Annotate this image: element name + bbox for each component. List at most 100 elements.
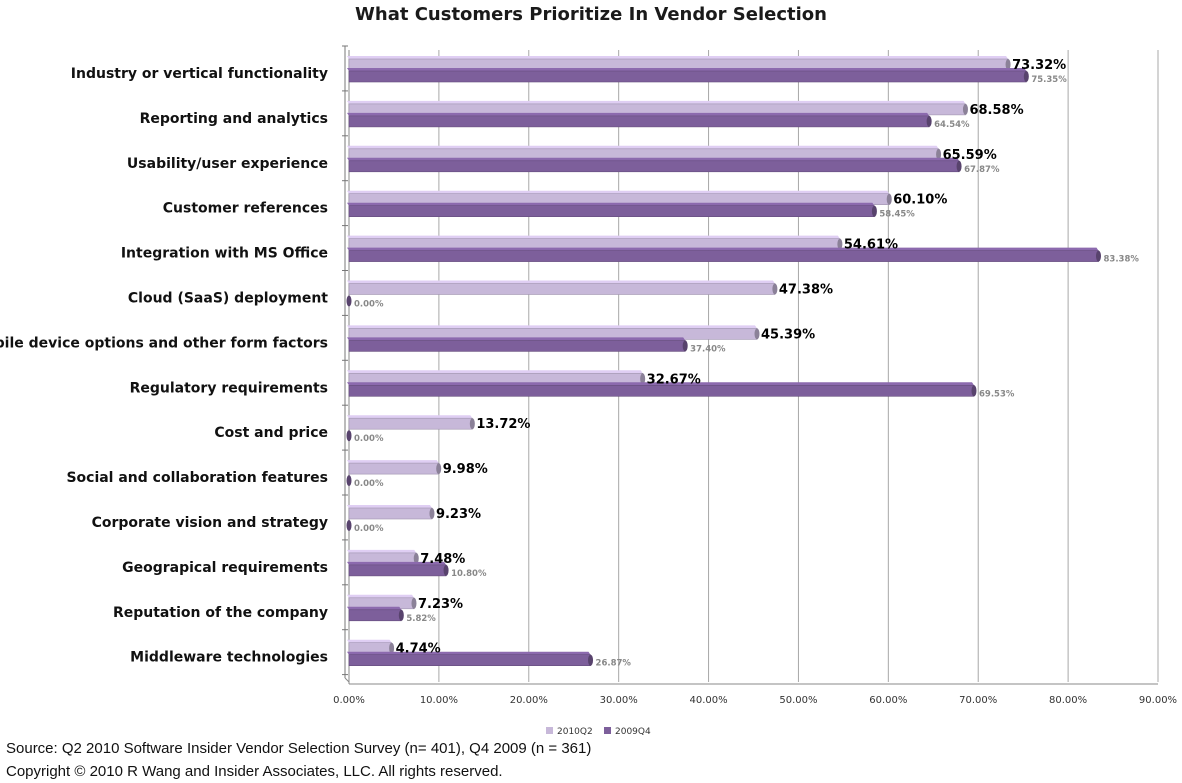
category-label: Corporate vision and strategy: [92, 515, 328, 531]
bar-2010Q2-top: [347, 145, 939, 149]
bar-2010Q2-top: [347, 235, 840, 239]
bar-2010Q2-top: [347, 325, 758, 329]
bar-2009Q4: [348, 160, 960, 173]
bar-2010Q2-cap: [389, 642, 395, 654]
data-label-2009Q4: 64.54%: [934, 120, 970, 130]
x-tick-label: 90.00%: [1139, 695, 1177, 706]
bar-2010Q2-top: [347, 190, 890, 194]
data-label-2010Q2: 65.59%: [943, 148, 997, 163]
bar-2009Q4-top: [347, 337, 686, 341]
bar-2009Q4-top: [347, 651, 591, 655]
bar-2009Q4-cap: [398, 609, 404, 621]
x-tick-label: 20.00%: [510, 695, 548, 706]
x-tick-label: 60.00%: [869, 695, 907, 706]
x-tick-label: 50.00%: [779, 695, 817, 706]
x-tick-label: 70.00%: [959, 695, 997, 706]
bar-2010Q2-cap: [886, 193, 892, 205]
bar-chart: Industry or vertical functionality Report…: [0, 45, 1177, 735]
bar-2009Q4: [348, 340, 686, 352]
data-label-2009Q4: 0.00%: [354, 300, 384, 310]
category-labels: Industry or vertical functionality Report…: [0, 66, 328, 666]
data-label-2009Q4: 67.87%: [964, 165, 1000, 175]
legend-swatch-2010Q2: [546, 727, 553, 734]
axes: [342, 45, 1158, 685]
x-tick-labels: 0.00% 10.00% 20.00% 30.00% 40.00% 50.00% 60.00…: [333, 695, 1177, 706]
bar-2009Q4: [348, 70, 1027, 83]
bar-2009Q4-top: [347, 157, 960, 161]
data-label-2009Q4: 75.35%: [1031, 75, 1067, 85]
data-label-2009Q4: 10.80%: [451, 569, 487, 579]
bar-2010Q2-top: [347, 505, 432, 508]
data-label-2010Q2: 7.48%: [420, 552, 465, 567]
bar-2010Q2-cap: [469, 418, 475, 430]
bar-2009Q4: [348, 115, 930, 128]
bar-2010Q2-top: [347, 594, 414, 598]
data-labels: 73.32% 75.35% 68.58% 64.54% 65.59% 67.87% 60.1…: [354, 58, 1139, 669]
bar-2009Q4-cap: [443, 564, 449, 576]
chart-title: What Customers Prioritize In Vendor Sele…: [355, 4, 827, 25]
data-label-2009Q4: 26.87%: [596, 659, 632, 669]
category-label: Industry or vertical functionality: [71, 66, 328, 82]
data-label-2009Q4: 0.00%: [354, 434, 384, 444]
bar-2010Q2-cap: [436, 463, 442, 475]
bar-2010Q2: [348, 417, 473, 430]
x-tick-label: 40.00%: [689, 695, 727, 706]
bar-2009Q4-top: [347, 561, 447, 565]
data-label-2009Q4: 0.00%: [354, 479, 384, 489]
data-label-2010Q2: 9.98%: [443, 462, 488, 477]
bar-2010Q2-cap: [411, 597, 417, 609]
bar-2009Q4-top: [347, 247, 1099, 251]
bar-2009Q4: [348, 609, 402, 622]
bar-2010Q2-top: [347, 549, 417, 553]
data-label-2010Q2: 13.72%: [476, 417, 530, 432]
data-label-2009Q4: 83.38%: [1103, 255, 1139, 265]
bar-2009Q4-cap: [346, 475, 352, 487]
bar-2010Q2-top: [347, 370, 643, 374]
bar-2010Q2-cap: [413, 552, 419, 564]
category-label: Middleware technologies: [130, 650, 328, 666]
data-label-2010Q2: 45.39%: [761, 327, 815, 342]
data-label-2010Q2: 54.61%: [844, 238, 898, 253]
bar-2009Q4-cap: [346, 520, 352, 531]
bar-2009Q4-top: [347, 68, 1027, 71]
data-label-2009Q4: 0.00%: [354, 524, 384, 534]
data-label-2009Q4: 58.45%: [879, 210, 915, 220]
bar-2009Q4-cap: [956, 160, 962, 172]
legend-swatch-2009Q4: [604, 727, 611, 734]
bar-2010Q2-cap: [754, 328, 760, 340]
bar-2009Q4: [348, 250, 1099, 262]
bar-2010Q2-top: [347, 639, 392, 643]
data-label-2010Q2: 9.23%: [436, 507, 481, 522]
bar-2010Q2-top: [347, 56, 1009, 59]
category-label: Cloud (SaaS) deployment: [128, 291, 328, 307]
bar-2010Q2-cap: [837, 238, 843, 250]
bar-2010Q2-cap: [936, 148, 942, 160]
bar-2010Q2-cap: [429, 508, 435, 519]
category-label: Cost and price: [214, 425, 328, 441]
bar-2010Q2-top: [347, 280, 775, 284]
bar-2009Q4-cap: [926, 115, 932, 127]
x-tick-label: 30.00%: [600, 695, 638, 706]
copyright-note: Copyright © 2010 R Wang and Insider Asso…: [6, 763, 503, 780]
data-label-2010Q2: 47.38%: [779, 283, 833, 298]
legend: 2010Q2 2009Q4: [546, 727, 651, 735]
bar-2009Q4: [348, 654, 591, 667]
x-tick-label: 10.00%: [420, 695, 458, 706]
x-tick-label: 80.00%: [1049, 695, 1087, 706]
bar-2010Q2: [348, 283, 776, 295]
data-label-2010Q2: 73.32%: [1012, 58, 1066, 73]
category-label: Regulatory requirements: [130, 380, 328, 396]
source-note: Source: Q2 2010 Software Insider Vendor …: [6, 740, 592, 757]
data-label-2010Q2: 60.10%: [893, 193, 947, 208]
bar-2009Q4: [348, 205, 875, 217]
data-label-2010Q2: 7.23%: [418, 597, 463, 612]
legend-label-2010Q2: 2010Q2: [557, 727, 593, 735]
category-label: Customer references: [163, 201, 328, 217]
category-label: Integration with MS Office: [121, 246, 328, 262]
data-label-2010Q2: 4.74%: [396, 642, 441, 657]
bar-2009Q4-top: [347, 112, 930, 116]
bar-2009Q4-cap: [346, 295, 352, 307]
bar-2010Q2-top: [347, 100, 966, 104]
data-label-2009Q4: 5.82%: [406, 614, 436, 624]
bar-2009Q4-cap: [1095, 250, 1101, 262]
